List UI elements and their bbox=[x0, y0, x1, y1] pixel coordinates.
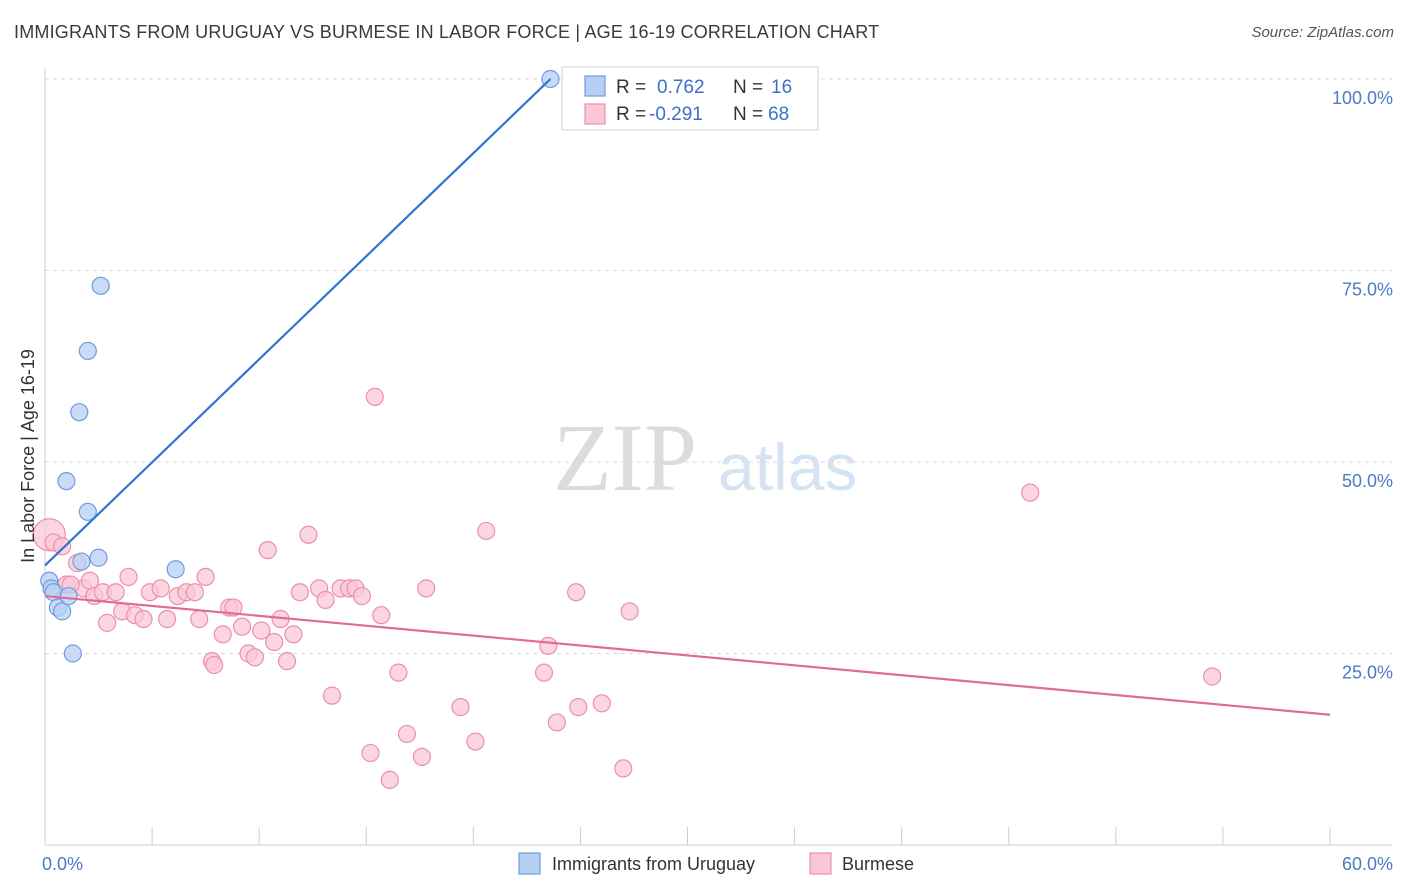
burmese-point bbox=[466, 732, 485, 751]
uruguay-point bbox=[78, 502, 97, 521]
burmese-point bbox=[365, 387, 384, 406]
uruguay-point bbox=[59, 586, 78, 606]
bottom-legend-label-burmese: Burmese bbox=[842, 854, 914, 874]
burmese-point bbox=[157, 609, 177, 629]
uruguay-points bbox=[40, 69, 560, 663]
series-legend: Immigrants from Uruguay Burmese bbox=[518, 852, 914, 875]
burmese-point bbox=[547, 713, 566, 732]
burmese-point bbox=[412, 747, 432, 767]
uruguay-point bbox=[91, 276, 110, 295]
burmese-point bbox=[53, 537, 72, 556]
y-tick-labels: 25.0% 50.0% 75.0% 100.0% bbox=[1332, 88, 1393, 683]
legend-n-label-burmese: N = bbox=[733, 104, 763, 125]
legend-r-label-burmese: R = bbox=[616, 104, 646, 125]
burmese-points bbox=[32, 387, 1222, 789]
bottom-legend-swatch-burmese bbox=[809, 852, 832, 875]
burmese-point bbox=[534, 663, 554, 682]
burmese-point bbox=[284, 625, 303, 644]
burmese-point bbox=[397, 724, 417, 744]
uruguay-point bbox=[89, 548, 108, 567]
burmese-point bbox=[477, 521, 496, 541]
burmese-point bbox=[299, 525, 318, 544]
burmese-point bbox=[316, 590, 335, 609]
y-tick-label: 50.0% bbox=[1342, 471, 1393, 491]
legend-r-value-uruguay: 0.762 bbox=[657, 77, 705, 98]
burmese-point bbox=[106, 583, 125, 602]
grid-lines bbox=[45, 78, 1392, 654]
burmese-point bbox=[361, 743, 380, 763]
y-tick-label: 25.0% bbox=[1342, 663, 1393, 683]
y-tick-label: 100.0% bbox=[1332, 88, 1393, 108]
uruguay-point bbox=[78, 341, 97, 361]
burmese-point bbox=[196, 567, 215, 587]
y-axis-label: In Labor Force | Age 16-19 bbox=[18, 349, 38, 563]
x-ticks bbox=[151, 827, 1331, 845]
burmese-point bbox=[277, 652, 297, 671]
legend-r-value-burmese: -0.291 bbox=[649, 104, 703, 125]
uruguay-point bbox=[70, 403, 89, 422]
burmese-point bbox=[1203, 667, 1222, 686]
burmese-point bbox=[205, 655, 224, 675]
x-tick-label-max: 60.0% bbox=[1342, 854, 1393, 874]
legend-n-label-uruguay: N = bbox=[733, 77, 763, 98]
burmese-point bbox=[567, 583, 586, 602]
burmese-point bbox=[614, 759, 633, 778]
burmese-point bbox=[98, 613, 117, 632]
watermark-zip: ZIP bbox=[553, 404, 697, 511]
burmese-point bbox=[417, 579, 436, 598]
legend-swatch-uruguay bbox=[584, 75, 606, 97]
burmese-point bbox=[389, 663, 408, 682]
legend-swatch-burmese bbox=[584, 103, 606, 125]
burmese-point bbox=[245, 648, 264, 667]
burmese-point bbox=[232, 617, 252, 636]
bottom-legend-swatch-uruguay bbox=[518, 852, 541, 875]
burmese-point bbox=[258, 540, 277, 560]
burmese-point bbox=[380, 770, 399, 789]
bottom-legend-label-uruguay: Immigrants from Uruguay bbox=[552, 854, 755, 874]
trend-lines bbox=[44, 78, 1331, 716]
burmese-point bbox=[265, 632, 284, 652]
chart-title: IMMIGRANTS FROM URUGUAY VS BURMESE IN LA… bbox=[14, 22, 880, 42]
uruguay-point bbox=[72, 552, 91, 571]
burmese-point bbox=[134, 609, 153, 629]
burmese-point bbox=[451, 698, 470, 717]
y-tick-label: 75.0% bbox=[1342, 280, 1393, 300]
legend-n-value-uruguay: 16 bbox=[771, 77, 792, 98]
uruguay-point bbox=[57, 472, 76, 491]
burmese-point bbox=[224, 598, 243, 617]
burmese-point bbox=[119, 567, 138, 587]
legend-n-value-burmese: 68 bbox=[768, 104, 789, 125]
x-tick-label-min: 0.0% bbox=[42, 854, 83, 874]
uruguay-trend-line bbox=[44, 78, 552, 567]
burmese-point bbox=[185, 583, 205, 602]
legend-r-label-uruguay: R = bbox=[616, 77, 646, 98]
uruguay-point bbox=[166, 560, 185, 579]
uruguay-point bbox=[63, 644, 82, 663]
burmese-point bbox=[569, 698, 588, 717]
watermark-atlas: atlas bbox=[718, 430, 857, 504]
source-credit: Source: ZipAtlas.com bbox=[1251, 24, 1394, 41]
burmese-point bbox=[190, 609, 209, 629]
burmese-point bbox=[620, 602, 639, 621]
burmese-point bbox=[352, 586, 372, 606]
burmese-point bbox=[290, 583, 309, 602]
burmese-point bbox=[1021, 483, 1040, 502]
burmese-point bbox=[151, 579, 170, 598]
correlation-legend: R = 0.762 N = 16 R = -0.291 N = 68 bbox=[561, 66, 819, 131]
burmese-point bbox=[213, 625, 232, 644]
burmese-point bbox=[322, 686, 342, 705]
axes bbox=[44, 68, 1392, 846]
burmese-point bbox=[539, 636, 558, 655]
burmese-point bbox=[372, 606, 391, 625]
burmese-point bbox=[252, 621, 271, 640]
burmese-point bbox=[592, 694, 611, 713]
burmese-trend-line bbox=[44, 594, 1331, 716]
uruguay-point bbox=[53, 602, 72, 621]
